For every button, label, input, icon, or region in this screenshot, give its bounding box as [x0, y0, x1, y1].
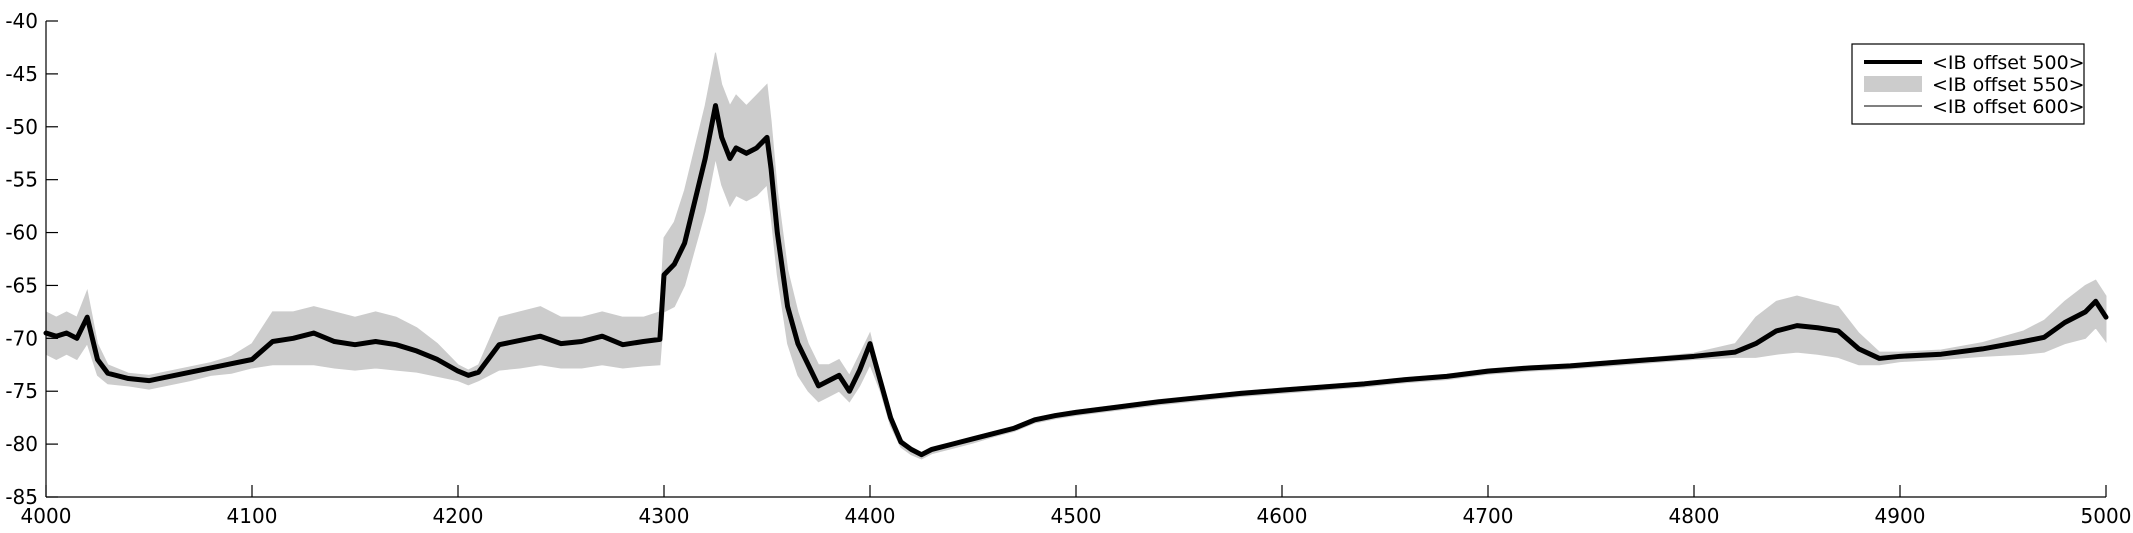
series-line-ib-offset-500 — [43, 103, 2109, 458]
x-tick-label: 4000 — [21, 504, 72, 528]
y-tick-label: -85 — [5, 485, 38, 509]
x-tick-label: 4900 — [1875, 504, 1926, 528]
x-tick-label: 4300 — [639, 504, 690, 528]
y-tick-label: -60 — [5, 221, 38, 245]
legend-label: <IB offset 550> — [1932, 74, 2085, 96]
ticks-layer: 4000 4100 4200 4300 4400 4500 4600 4700 4800 4900… — [5, 9, 2131, 528]
legend-swatch-band — [1864, 76, 1922, 92]
series-band-ib-offset-550 — [45, 52, 2107, 460]
x-tick-label: 4200 — [433, 504, 484, 528]
legend: <IB offset 500><IB offset 550><IB offset… — [1851, 43, 2085, 125]
x-tick-label: 4800 — [1669, 504, 1720, 528]
y-tick-label: -40 — [5, 9, 38, 33]
y-tick-label: -75 — [5, 379, 38, 403]
y-tick-label: -55 — [5, 168, 38, 192]
x-tick-label: 4400 — [845, 504, 896, 528]
legend-label: <IB offset 500> — [1932, 52, 2085, 74]
axes-layer — [45, 21, 2106, 498]
x-tick-label: 4600 — [1257, 504, 1308, 528]
y-tick-label: -80 — [5, 432, 38, 456]
x-tick-label: 5000 — [2081, 504, 2132, 528]
x-tick-label: 4100 — [227, 504, 278, 528]
series-line-layer — [43, 103, 2109, 458]
y-tick-label: -70 — [5, 326, 38, 350]
legend-label: <IB offset 600> — [1932, 96, 2085, 118]
y-tick-label: -50 — [5, 115, 38, 139]
series-band-layer — [45, 52, 2107, 460]
x-tick-label: 4700 — [1463, 504, 1514, 528]
y-tick-label: -65 — [5, 273, 38, 297]
x-tick-label: 4500 — [1051, 504, 1102, 528]
series-line-ib-offset-600 — [45, 108, 2107, 457]
y-tick-label: -45 — [5, 62, 38, 86]
